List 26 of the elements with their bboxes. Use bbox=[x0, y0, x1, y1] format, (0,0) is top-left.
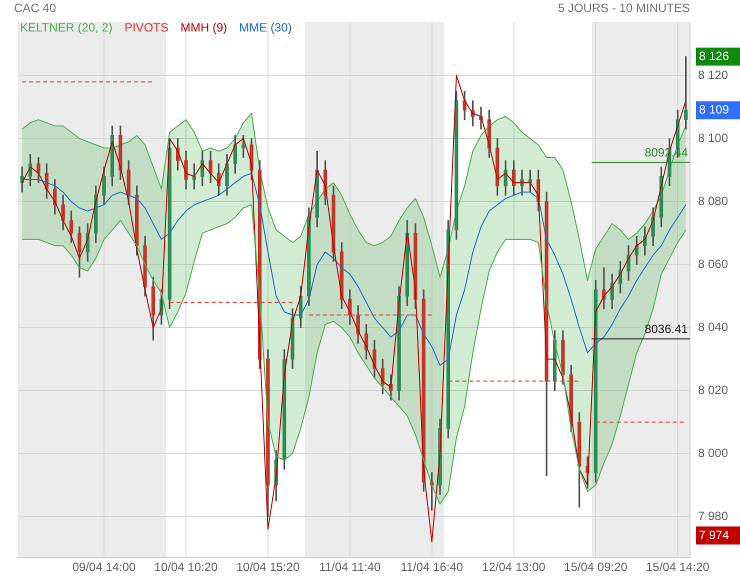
x-tick-label: 15/04 09:20 bbox=[564, 560, 628, 574]
x-tick-label: 10/04 15:20 bbox=[236, 560, 300, 574]
text: MMH (9) bbox=[180, 20, 228, 34]
x-tick-label: 15/04 14:20 bbox=[646, 560, 710, 574]
x-tick-label: 11/04 16:40 bbox=[400, 560, 464, 574]
x-tick-label: 09/04 14:00 bbox=[72, 560, 136, 574]
text: KELTNER (20, 2) bbox=[20, 20, 112, 34]
x-tick-label: 11/04 11:40 bbox=[319, 560, 382, 574]
chart-title: CAC 40 bbox=[14, 1, 56, 15]
y-tick-label: 8 120 bbox=[698, 68, 728, 82]
y-tick-label: 8 100 bbox=[698, 130, 728, 145]
text: MME (30) bbox=[239, 20, 292, 34]
y-tick-label: 8 020 bbox=[698, 382, 728, 397]
candlestick bbox=[602, 267, 606, 310]
text: PIVOTS bbox=[124, 20, 168, 34]
x-tick-label: 10/04 10:20 bbox=[154, 560, 218, 574]
y2-tick-label: 8 126 bbox=[698, 48, 730, 63]
y-tick-label: 8 080 bbox=[698, 194, 728, 208]
y-tick-label: 8 040 bbox=[698, 320, 728, 334]
chart-subtitle: 5 JOURS - 10 MINUTES bbox=[558, 1, 690, 15]
y-tick-label: 8 060 bbox=[698, 256, 728, 271]
x-tick-label: 12/04 13:00 bbox=[482, 560, 546, 574]
y-tick-label: 7 980 bbox=[698, 508, 728, 523]
y-tick-label: 8 000 bbox=[698, 446, 728, 460]
y2-tick-label: 7 974 bbox=[698, 528, 730, 542]
y2-tick-label: 8 109 bbox=[698, 102, 730, 117]
